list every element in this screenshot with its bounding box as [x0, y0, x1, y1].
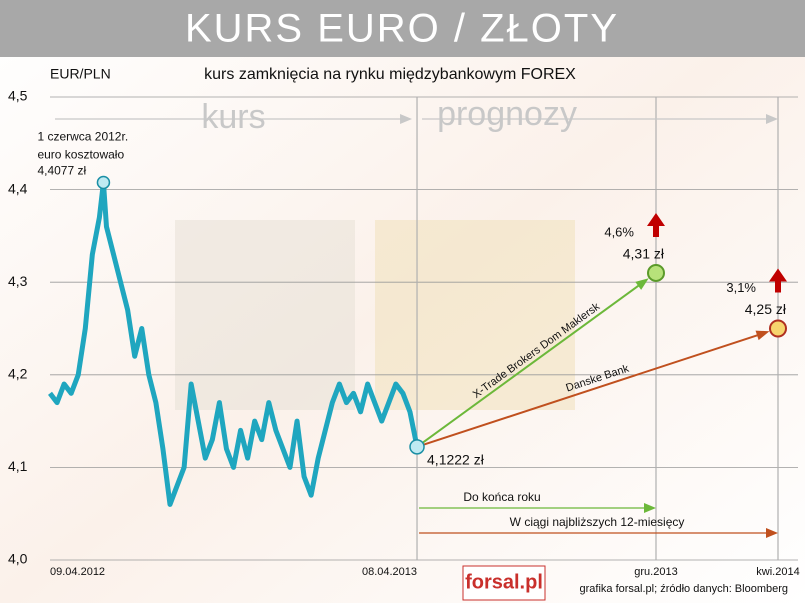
- forecast-label: 4,25 zł: [745, 301, 787, 317]
- peak-note: 1 czerwca 2012r.: [37, 130, 128, 144]
- title-bar: [0, 0, 805, 57]
- region-label: prognozy: [437, 95, 577, 133]
- subtitle: kurs zamknięcia na rynku międzybankowym …: [204, 66, 576, 83]
- horizon-arrow-head: [643, 503, 656, 513]
- y-tick-label: 4,3: [8, 273, 28, 289]
- horizon-label: Do końca roku: [463, 490, 540, 504]
- forecast-point: [769, 319, 787, 338]
- y-tick-label: 4,5: [8, 88, 28, 104]
- source: grafika forsal.pl; źródło danych: Bloomb…: [580, 583, 789, 595]
- y-tick-label: 4,1: [8, 458, 28, 474]
- region-arrow-head: [766, 114, 778, 124]
- x-tick-label: 09.04.2012: [50, 566, 105, 578]
- logo: forsal.pl: [465, 571, 543, 593]
- change-label: 3,1%: [726, 280, 756, 295]
- up-arrow: [769, 268, 787, 293]
- peak-label: 4,4077 zł: [37, 164, 86, 178]
- forecast-point: [646, 263, 665, 282]
- forecast-line: [416, 283, 642, 448]
- x-tick-label: 08.04.2013: [362, 566, 417, 578]
- peak-point: [96, 175, 111, 190]
- y-tick-label: 4,0: [8, 551, 28, 567]
- y-axis-label: EUR/PLN: [50, 66, 111, 82]
- region-label: kurs: [201, 98, 265, 136]
- banknote-image: [375, 220, 575, 410]
- last-point: [409, 439, 425, 455]
- y-tick-label: 4,2: [8, 366, 28, 382]
- region-arrow-head: [400, 114, 413, 124]
- forecast-line: [416, 333, 761, 448]
- change-label: 4,6%: [604, 224, 634, 239]
- chart-title: KURS EURO / ZŁOTY: [185, 7, 619, 51]
- peak-note: euro kosztowało: [37, 148, 124, 162]
- horizon-label: W ciągi najbliższych 12-miesięcy: [510, 515, 685, 529]
- last-label: 4,1222 zł: [427, 452, 485, 468]
- forecast-arrowhead: [755, 330, 770, 341]
- forecast-label: 4,31 zł: [623, 246, 665, 262]
- logo-box: [462, 565, 546, 601]
- x-tick-label: kwi.2014: [756, 566, 799, 578]
- x-tick-label: gru.2013: [634, 566, 677, 578]
- banknote-image: [175, 220, 355, 410]
- price-line: [48, 179, 420, 507]
- forecast-arrowhead: [635, 278, 649, 290]
- horizon-arrow-head: [766, 528, 778, 538]
- up-arrow: [646, 212, 665, 237]
- y-tick-label: 4,4: [8, 180, 28, 196]
